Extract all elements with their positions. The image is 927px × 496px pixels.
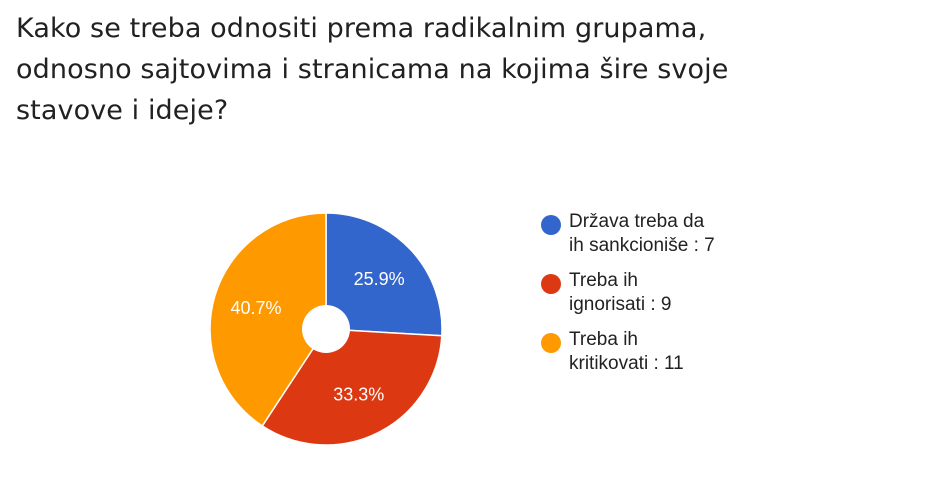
legend-label: Treba ih kritikovati : 11 [569,328,684,376]
slice-percent-label: 25.9% [354,269,405,289]
pie-slice[interactable] [209,212,327,427]
slice-percent-label: 40.7% [230,298,281,318]
chart-title: Kako se treba odnositi prema radikalnim … [16,8,896,131]
legend-swatch [541,274,561,294]
legend-label-line: Država treba da [569,211,705,232]
legend-swatch [541,333,561,353]
legend-label-line: Treba ih [569,329,638,350]
legend-swatch [541,215,561,235]
slice-percent-label: 33.3% [333,384,384,404]
legend-label: Država treba da ih sankcioniše : 7 [569,210,715,258]
legend-item[interactable]: Država treba da ih sankcioniše : 7 [535,210,795,269]
donut-hole [302,305,350,353]
legend-label-line: ignorisati : 9 [569,294,672,315]
pie-slice[interactable] [325,212,443,337]
legend-item[interactable]: Treba ih ignorisati : 9 [535,269,795,328]
legend-label-line: Treba ih [569,270,638,291]
legend-label-line: kritikovati : 11 [569,353,684,374]
legend-label: Treba ih ignorisati : 9 [569,269,671,317]
legend-item[interactable]: Treba ih kritikovati : 11 [535,328,795,387]
legend: Država treba da ih sankcioniše : 7 Treba… [535,210,795,387]
title-line: stavove i ideje? [16,95,229,126]
legend-label-line: ih sankcioniše : 7 [569,235,715,256]
title-line: odnosno sajtovima i stranicama na kojima… [16,54,729,85]
title-line: Kako se treba odnositi prema radikalnim … [16,13,707,44]
